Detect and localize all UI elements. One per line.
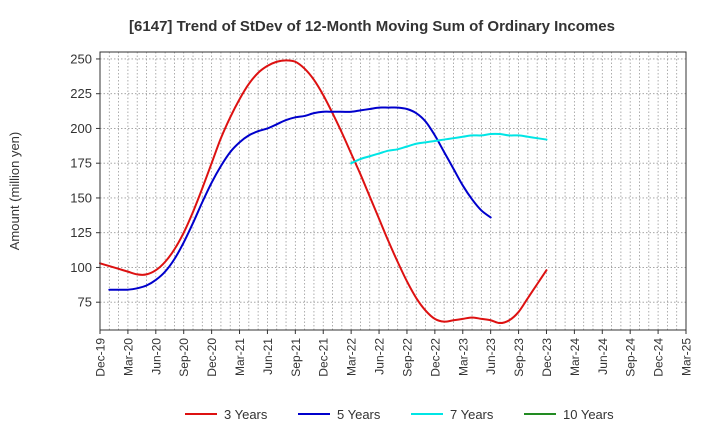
chart-title: [6147] Trend of StDev of 12-Month Moving… xyxy=(129,18,615,35)
y-tick-label: 75 xyxy=(78,295,92,310)
y-tick-label: 200 xyxy=(70,121,92,136)
x-tick-label: Dec-23 xyxy=(540,338,554,377)
x-tick-label: Dec-19 xyxy=(94,338,108,377)
legend: 3 Years 5 Years 7 Years 10 Years xyxy=(185,407,614,422)
plot-frame xyxy=(99,51,687,331)
x-tick-label: Sep-23 xyxy=(512,338,526,377)
legend-label-3-years: 3 Years xyxy=(224,407,268,422)
x-axis-ticks: Dec-19 Mar-20 Jun-20 Sep-20 Dec-20 Mar-21 Jun-… xyxy=(94,330,694,377)
grid xyxy=(100,52,686,330)
series-line-5-years xyxy=(108,106,492,291)
legend-label-5-years: 5 Years xyxy=(337,407,381,422)
y-axis-ticks: 75 100 125 150 175 200 225 250 xyxy=(70,51,100,310)
y-axis-label: Amount (million yen) xyxy=(7,132,22,251)
x-tick-label: Dec-24 xyxy=(652,338,666,377)
x-tick-label: Dec-21 xyxy=(317,338,331,377)
x-tick-label: Dec-20 xyxy=(205,338,219,377)
legend-label-10-years: 10 Years xyxy=(563,407,614,422)
y-tick-label: 150 xyxy=(70,190,92,205)
x-tick-label: Jun-22 xyxy=(373,338,387,375)
x-tick-label: Mar-21 xyxy=(233,338,247,376)
x-tick-label: Jun-24 xyxy=(596,338,610,375)
x-tick-label: Sep-20 xyxy=(177,338,191,377)
series-lines xyxy=(99,59,548,325)
y-tick-label: 250 xyxy=(70,51,92,66)
y-tick-label: 225 xyxy=(70,86,92,101)
x-tick-label: Mar-25 xyxy=(680,338,694,376)
y-tick-label: 100 xyxy=(70,260,92,275)
x-tick-label: Mar-22 xyxy=(345,338,359,376)
series-line-7-years xyxy=(350,132,548,165)
x-tick-label: Mar-23 xyxy=(456,338,470,376)
x-tick-label: Jun-21 xyxy=(261,338,275,375)
legend-label-7-years: 7 Years xyxy=(450,407,494,422)
x-tick-label: Sep-21 xyxy=(289,338,303,377)
x-tick-label: Mar-20 xyxy=(121,338,135,376)
x-tick-label: Jun-20 xyxy=(149,338,163,375)
x-tick-label: Jun-23 xyxy=(484,338,498,375)
y-tick-label: 175 xyxy=(70,156,92,171)
x-tick-label: Dec-22 xyxy=(428,338,442,377)
x-tick-label: Sep-22 xyxy=(400,338,414,377)
x-tick-label: Mar-24 xyxy=(568,338,582,376)
y-tick-label: 125 xyxy=(70,225,92,240)
x-tick-label: Sep-24 xyxy=(624,338,638,377)
series-line-3-years xyxy=(99,59,548,325)
